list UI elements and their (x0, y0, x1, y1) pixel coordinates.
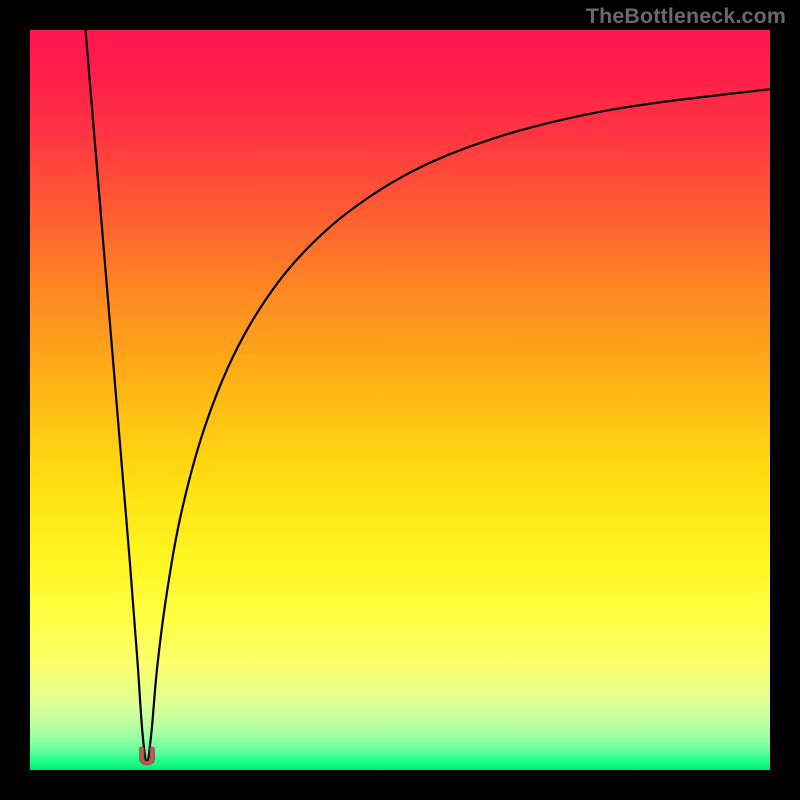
watermark-text: TheBottleneck.com (586, 4, 786, 29)
minimum-marker (137, 747, 158, 768)
bottleneck-curve (30, 30, 770, 770)
